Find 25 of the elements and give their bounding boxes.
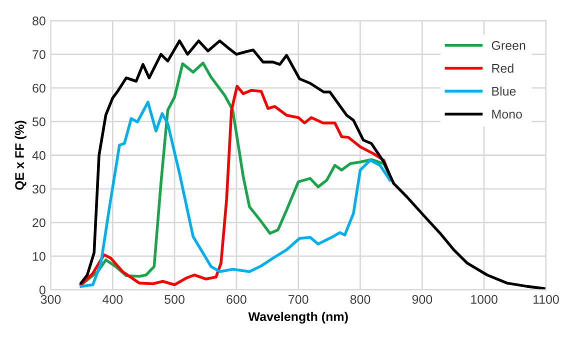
legend-label: Mono bbox=[492, 110, 522, 119]
y-tick-label: 30 bbox=[32, 184, 46, 194]
x-axis-title: Wavelength (nm) bbox=[248, 312, 348, 324]
x-tick-label: 800 bbox=[350, 294, 370, 304]
x-tick-label: 500 bbox=[164, 294, 184, 304]
y-tick-label: 60 bbox=[32, 84, 46, 93]
y-tick-label: 50 bbox=[32, 117, 46, 126]
y-tick-label: 10 bbox=[32, 252, 46, 261]
x-tick-label: 400 bbox=[102, 294, 123, 304]
x-tick-label: 1100 bbox=[533, 294, 559, 304]
x-tick-label: 900 bbox=[412, 294, 432, 304]
y-tick-label: 70 bbox=[32, 50, 46, 59]
x-tick-label: 1000 bbox=[471, 294, 498, 304]
x-tick-label: 700 bbox=[288, 294, 308, 304]
legend-label: Blue bbox=[492, 86, 516, 96]
legend-label: Green bbox=[492, 41, 526, 50]
x-tick-label: 300 bbox=[40, 294, 61, 304]
y-axis-title: QE x FF (%) bbox=[14, 120, 26, 190]
y-tick-label: 80 bbox=[32, 16, 46, 26]
y-tick-label: 20 bbox=[32, 218, 46, 228]
x-tick-label: 600 bbox=[226, 294, 246, 304]
y-tick-label: 0 bbox=[39, 286, 46, 294]
line-series bbox=[80, 39, 546, 290]
y-tick-label: 40 bbox=[32, 151, 46, 160]
legend-label: Red bbox=[492, 64, 514, 73]
